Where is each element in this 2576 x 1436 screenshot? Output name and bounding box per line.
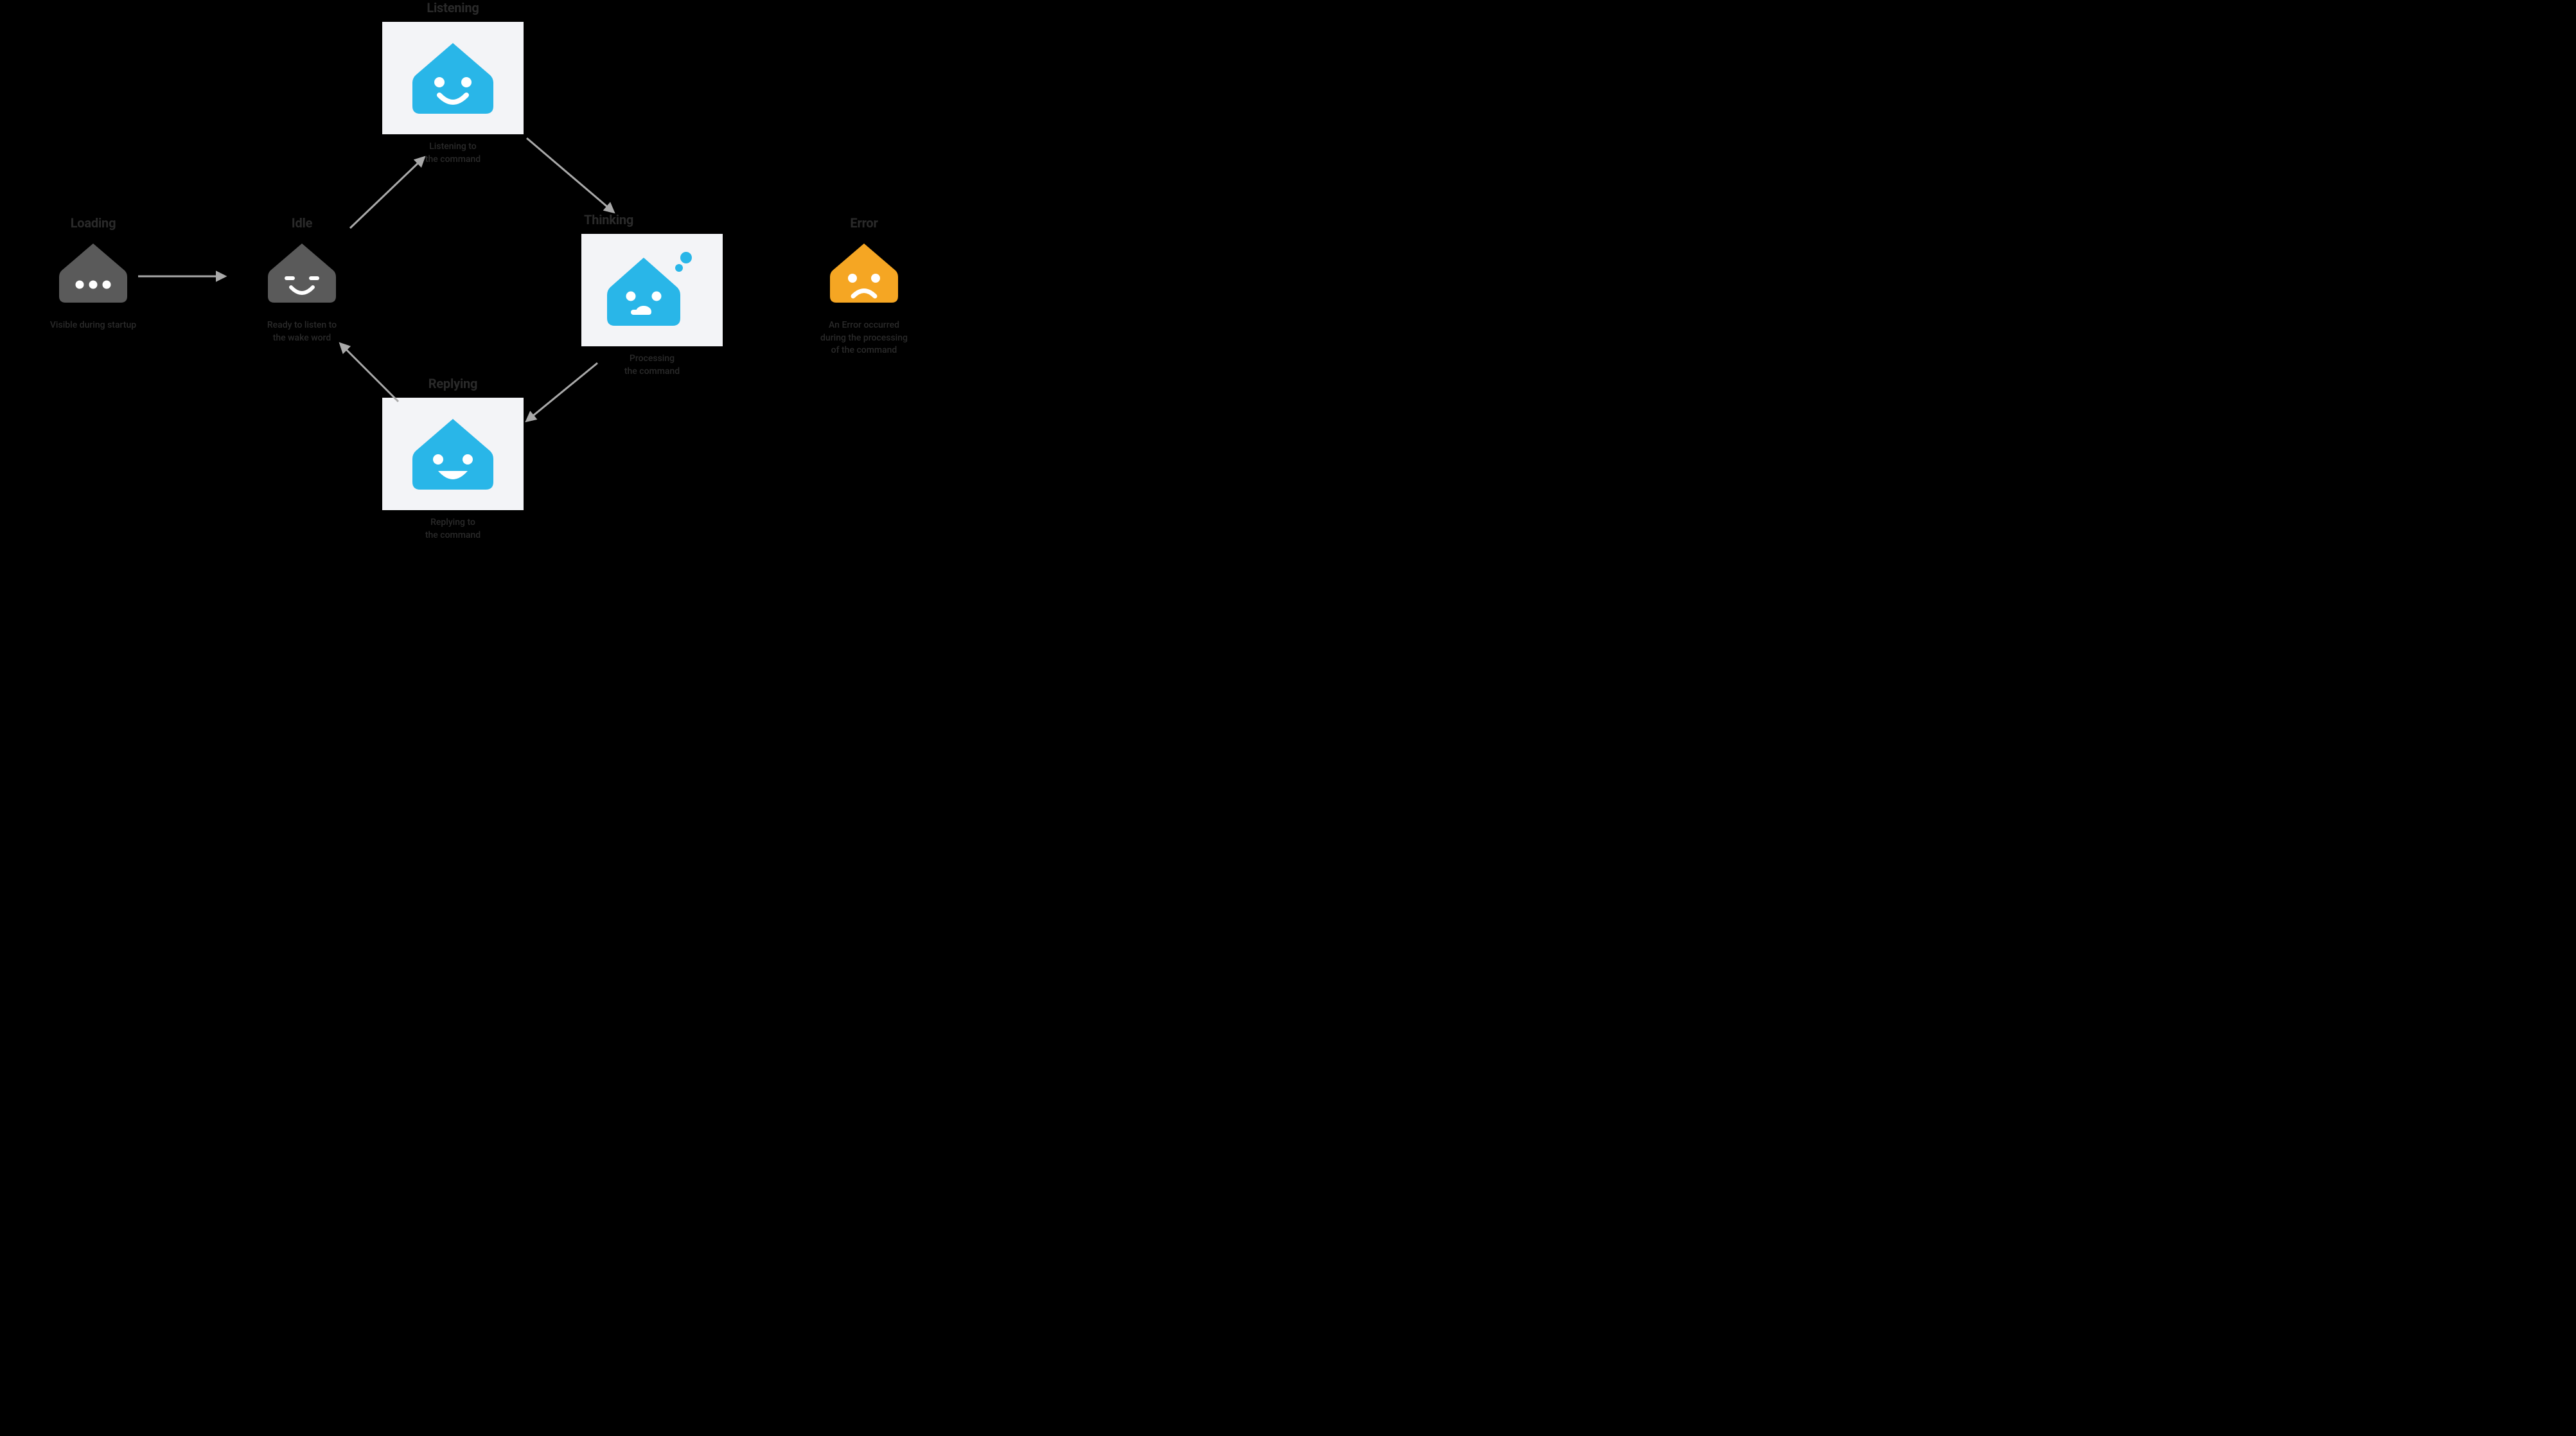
arrow-replying-to-idle bbox=[0, 0, 954, 522]
state-diagram: Loading Visible during startup Idle Read… bbox=[0, 0, 954, 522]
